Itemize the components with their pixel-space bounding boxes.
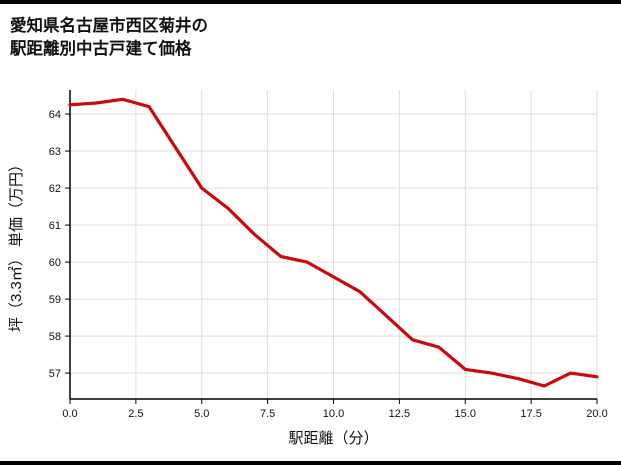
y-tick-label: 64 [49,109,61,121]
chart-title: 愛知県名古屋市西区菊井の 駅距離別中古戸建て価格 [0,4,621,72]
y-tick-label: 60 [49,257,61,269]
x-tick-label: 7.5 [260,408,275,420]
y-axis-title: 坪（3.3㎡） 単価（万円） [8,157,25,332]
chart-title-line1: 愛知県名古屋市西区菊井の [10,17,208,35]
x-tick-label: 20.0 [586,408,607,420]
x-tick-label: 5.0 [194,408,209,420]
chart-title-line2: 駅距離別中古戸建て価格 [10,40,192,59]
x-tick-label: 2.5 [128,408,143,420]
x-tick-label: 17.5 [520,408,541,420]
x-tick-label: 15.0 [455,408,476,420]
x-tick-label: 10.0 [323,408,344,420]
y-tick-label: 58 [49,331,61,343]
y-tick-label: 59 [49,294,61,306]
x-tick-label: 0.0 [62,408,77,420]
x-tick-label: 12.5 [389,408,410,420]
price-line [68,97,599,388]
y-tick-label: 63 [49,146,61,158]
y-tick-label: 61 [49,220,61,232]
x-axis-title: 駅距離（分） [288,429,378,447]
line-chart: 0.0 2.5 5.0 7.5 10.0 12.5 15.0 17.5 20.0 57 58 59 60… [8,90,608,447]
y-tick-label: 62 [49,183,61,195]
y-tick-label: 57 [49,368,61,380]
